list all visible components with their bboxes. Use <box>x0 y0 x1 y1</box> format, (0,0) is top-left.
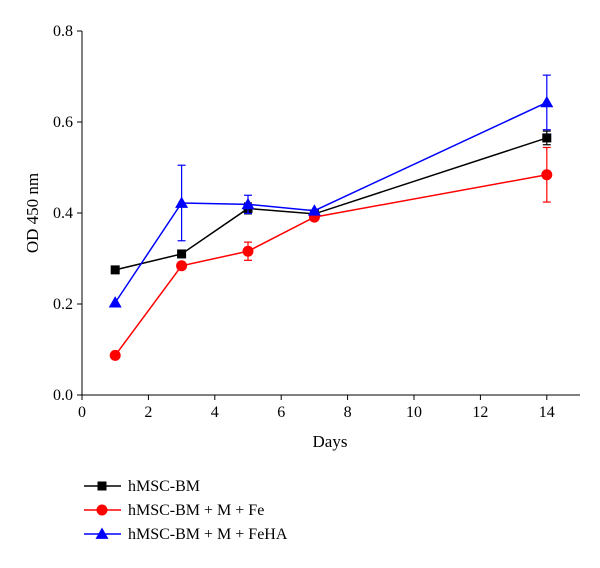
data-point <box>307 204 321 216</box>
y-tick-label: 0.4 <box>53 205 73 222</box>
y-tick-label: 0.8 <box>53 23 73 40</box>
x-tick-label: 6 <box>277 404 285 421</box>
y-axis-label: OD 450 nm <box>23 173 42 253</box>
legend-label: hMSC-BM + M + Fe <box>128 502 264 519</box>
x-tick-label: 2 <box>144 404 152 421</box>
data-point <box>176 260 188 272</box>
data-point <box>177 249 187 259</box>
data-point <box>541 169 553 181</box>
x-tick-label: 10 <box>406 404 422 421</box>
legend-item: hMSC-BM + M + FeHA <box>84 526 288 543</box>
legend-item: hMSC-BM + M + Fe <box>84 502 264 519</box>
x-tick-label: 4 <box>211 404 219 421</box>
series-2 <box>109 146 553 361</box>
legend-marker <box>95 527 109 539</box>
x-tick-label: 8 <box>344 404 352 421</box>
legend-marker <box>96 504 108 516</box>
data-point <box>241 197 255 210</box>
x-tick-label: 14 <box>539 404 555 421</box>
y-tick-label: 0.0 <box>53 387 73 404</box>
legend: hMSC-BM hMSC-BM + M + Fe hMSC-BM + M + FeH… <box>84 478 288 543</box>
legend-item: hMSC-BM <box>84 478 200 495</box>
data-point <box>542 133 552 143</box>
x-tick-label: 12 <box>472 404 488 421</box>
legend-label: hMSC-BM + M + FeHA <box>128 526 288 543</box>
data-point <box>540 95 554 108</box>
x-axis-label: Days <box>313 432 348 451</box>
y-tick-label: 0.6 <box>53 114 73 131</box>
legend-marker <box>97 481 107 491</box>
data-point <box>242 245 254 257</box>
x-tick-label: 0 <box>78 404 86 421</box>
axes: 0 2 4 6 8 10 12 14 0.0 0.2 0.4 0.6 0.8 <box>53 23 580 421</box>
data-point <box>110 265 120 275</box>
legend-label: hMSC-BM <box>128 478 200 495</box>
data-point <box>108 296 122 308</box>
data-point <box>175 196 189 208</box>
y-tick-label: 0.2 <box>53 296 73 313</box>
series-3 <box>108 74 554 308</box>
series-layer <box>108 74 554 361</box>
data-point <box>109 349 121 361</box>
